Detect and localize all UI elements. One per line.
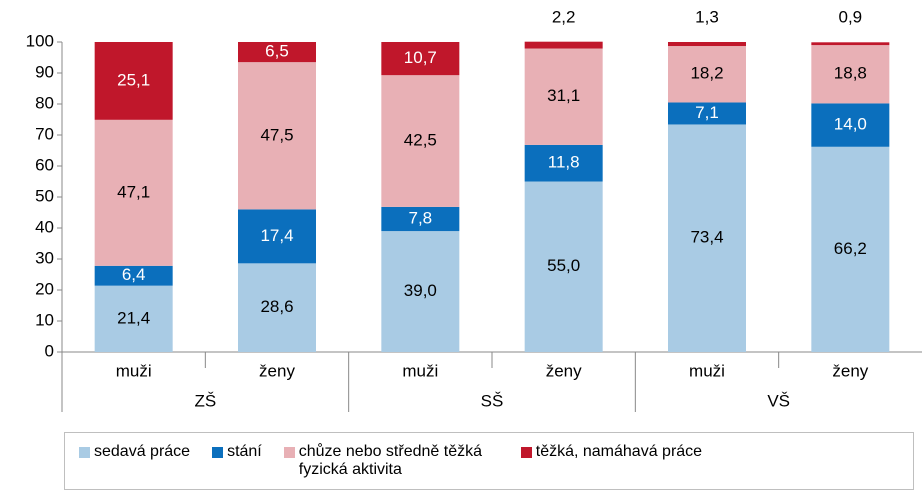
legend-label: stání — [227, 443, 262, 460]
bar-segment — [94, 265, 173, 286]
legend: sedavá práce stání chůze nebo středně těžk… — [64, 432, 914, 490]
bar-segment — [381, 206, 460, 232]
bar-segment — [238, 62, 316, 210]
y-tick-label: 70 — [35, 124, 54, 143]
data-label: 31,1 — [547, 86, 580, 105]
bar-segment — [811, 42, 890, 46]
y-tick-label: 90 — [35, 62, 54, 81]
data-label: 18,8 — [834, 64, 867, 83]
legend-label: těžká, namáhavá práce — [535, 443, 703, 460]
data-label: 42,5 — [404, 131, 437, 150]
bar-segment — [381, 75, 460, 207]
bar-segment — [94, 285, 173, 352]
y-tick-label: 50 — [35, 186, 54, 205]
group-label: SŠ — [481, 391, 504, 410]
plot: 0 10 20 30 40 50 60 70 80 90 100 21,4 6,4 47,1 25,1 muž… — [26, 7, 922, 412]
data-label: 7,8 — [409, 208, 433, 227]
legend-swatch — [212, 447, 224, 458]
bar-segment — [668, 102, 746, 125]
x-tick-label: muži — [116, 361, 152, 380]
y-tick-label: 40 — [35, 217, 54, 236]
y-tick-label: 20 — [35, 279, 54, 298]
bar-segment — [524, 41, 603, 49]
y-tick-label: 30 — [35, 248, 54, 267]
bar-segment — [811, 103, 890, 147]
x-tick-label: ženy — [546, 361, 582, 380]
data-label: 21,4 — [117, 308, 150, 327]
data-label: 17,4 — [260, 226, 293, 245]
legend-label: chůze nebo středně těžká fyzická aktivit… — [298, 443, 482, 478]
bar-segment — [94, 119, 173, 266]
bar-segment — [668, 124, 746, 353]
data-label: 0,9 — [839, 7, 863, 26]
data-label: 1,3 — [695, 7, 719, 26]
data-label: 39,0 — [404, 281, 437, 300]
legend-item: těžká, namáhavá práce — [520, 443, 703, 489]
data-label: 47,5 — [260, 125, 293, 144]
data-label: 2,2 — [552, 7, 576, 26]
data-label: 47,1 — [117, 182, 150, 201]
bar-segment — [238, 209, 316, 264]
data-label: 10,7 — [404, 48, 437, 67]
group-label: VŠ — [767, 391, 790, 410]
bar-segment — [524, 181, 603, 352]
data-label: 11,8 — [548, 153, 580, 172]
x-tick-label: muži — [402, 361, 438, 380]
legend-item: stání — [212, 443, 262, 489]
x-tick-label: ženy — [832, 361, 868, 380]
bar-segment — [238, 263, 316, 352]
y-tick-label: 100 — [26, 31, 54, 50]
legend-swatch — [520, 447, 532, 458]
data-label: 14,0 — [834, 115, 867, 134]
legend-swatch — [283, 447, 295, 458]
legend-label: sedavá práce — [94, 443, 191, 460]
bar-segment — [668, 42, 746, 47]
legend-swatch — [79, 447, 90, 458]
bar-segment — [94, 42, 173, 120]
y-tick-label: 10 — [35, 310, 54, 329]
x-tick-label: muži — [689, 361, 725, 380]
data-label: 28,6 — [260, 297, 293, 316]
data-label: 6,4 — [122, 265, 146, 284]
bar-segment — [381, 42, 460, 76]
bar-segment — [668, 46, 746, 103]
data-label: 73,4 — [690, 228, 723, 247]
data-label: 6,5 — [265, 42, 289, 61]
legend-item: sedavá práce — [79, 443, 190, 489]
data-label: 7,1 — [695, 103, 719, 122]
bar-segment — [811, 146, 890, 352]
bar-segment — [811, 45, 890, 104]
bar-segment — [524, 144, 603, 182]
data-label: 55,0 — [547, 256, 580, 275]
group-label: ZŠ — [194, 391, 216, 410]
y-tick-label: 0 — [45, 341, 54, 360]
y-tick-label: 80 — [35, 93, 54, 112]
data-label: 25,1 — [117, 70, 150, 89]
bar-segment — [238, 42, 316, 63]
bar-segment — [524, 48, 603, 145]
data-label: 66,2 — [834, 239, 867, 258]
y-tick-label: 60 — [35, 155, 54, 174]
legend-item: chůze nebo středně těžká fyzická aktivit… — [283, 443, 499, 489]
x-tick-label: ženy — [259, 361, 295, 380]
bar-segment — [381, 231, 460, 352]
data-label: 18,2 — [690, 64, 723, 83]
